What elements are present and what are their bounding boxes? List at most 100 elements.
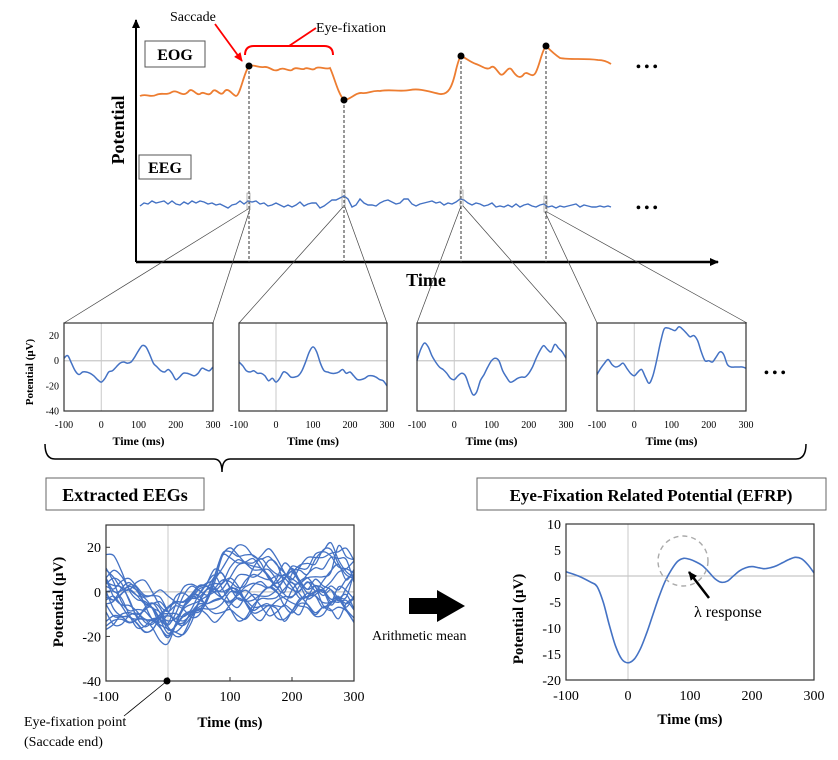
x-axis-label: Time (ms)	[112, 434, 164, 448]
epoch-window-3	[459, 189, 464, 207]
y-tick-label: -10	[542, 622, 561, 637]
x-tick-label: 200	[742, 689, 763, 704]
epoch-y-axis-label: Potential (μV)	[24, 338, 36, 405]
x-tick-label: -100	[93, 690, 119, 705]
x-tick-label: -100	[55, 420, 73, 431]
x-tick-label: 0	[274, 420, 279, 431]
efrp-chart: -100 0 100 200 300 10 5 0 -5 -10 -15 -20	[542, 518, 824, 704]
fixation-point-marker	[163, 677, 171, 685]
x-tick-label: 100	[680, 689, 701, 704]
extracted-title: Extracted EEGs	[62, 485, 188, 505]
epochs-ellipsis: • • •	[764, 366, 786, 381]
x-tick-label: 0	[99, 420, 104, 431]
x-tick-label: 200	[521, 420, 536, 431]
x-tick-label: 100	[131, 420, 146, 431]
x-tick-label: -100	[553, 689, 579, 704]
series-line-trial-16	[105, 557, 355, 630]
y-tick-label: 10	[547, 518, 561, 533]
x-axis-label: Time (ms)	[287, 434, 339, 448]
y-tick-label: -40	[46, 407, 59, 418]
series-line-epoch-4	[596, 326, 747, 385]
efrp-plot: -100 0 100 200 300 10 5 0 -5 -10 -15 -20	[542, 518, 824, 704]
efrp-x-axis-label: Time (ms)	[657, 712, 722, 728]
x-tick-label: 100	[664, 420, 679, 431]
lambda-arrow	[688, 571, 710, 599]
top-x-axis-label: Time	[406, 270, 446, 290]
series-line-trial-12	[105, 553, 355, 626]
extracted-title-box	[45, 477, 205, 511]
epoch-window-2	[341, 189, 346, 208]
arithmetic-mean-arrow-icon	[409, 590, 465, 622]
series-line-epoch-3	[416, 342, 567, 396]
y-tick-label: 20	[87, 541, 101, 556]
y-tick-label: -20	[82, 630, 101, 645]
x-tick-label: 300	[739, 420, 754, 431]
eog-label: EOG	[157, 47, 193, 64]
x-tick-label: -100	[230, 420, 248, 431]
eog-trace	[139, 44, 612, 101]
fixation-bracket	[244, 45, 334, 56]
fixation-arrow	[288, 27, 317, 47]
x-tick-label: 0	[452, 420, 457, 431]
saccade-label: Saccade	[170, 10, 216, 25]
series-line-trial-15	[105, 581, 355, 628]
series-line-trial-13	[105, 556, 355, 607]
x-tick-label: 200	[701, 420, 716, 431]
series-line-trial-17	[105, 585, 355, 634]
saccade-end-marker-1	[245, 62, 253, 70]
epoch-plot-4: -100 0 100 200 300 Time (ms)	[588, 322, 754, 448]
saccade-arrow	[214, 23, 243, 62]
zoom-connectors	[63, 205, 748, 324]
series-line-trial-11	[105, 547, 355, 633]
series-line-epoch-2	[238, 346, 388, 387]
y-tick-label: -20	[46, 381, 59, 392]
plot-frame	[596, 322, 747, 412]
x-tick-label: 300	[344, 690, 365, 705]
efrp-y-axis-label: Potential (μV)	[511, 574, 527, 665]
y-tick-label: -15	[542, 648, 561, 663]
x-tick-label: 200	[282, 690, 303, 705]
x-tick-label: 300	[559, 420, 574, 431]
x-tick-label: 200	[343, 420, 358, 431]
series-line-trial-10	[105, 581, 355, 636]
series-line-trial-20	[105, 588, 355, 627]
extracted-y-axis-label: Potential (μV)	[51, 557, 67, 648]
eog-label-box	[144, 40, 206, 68]
plot-frame	[416, 322, 567, 412]
top-y-axis-label: Potential	[108, 96, 128, 165]
eeg-label-box	[138, 154, 192, 180]
plot-frame	[238, 322, 388, 412]
saccade-end-marker-2	[340, 96, 348, 104]
plot-frame	[63, 322, 214, 412]
epoch-plot-3: -100 0 100 200 300 Time (ms)	[408, 322, 574, 448]
y-tick-label: 20	[49, 331, 59, 342]
lambda-annotation: λ response	[694, 604, 762, 621]
series-line-EFRP	[565, 556, 815, 664]
x-tick-label: 100	[220, 690, 241, 705]
saccade-end-marker-4	[542, 42, 550, 50]
y-tick-label: -20	[542, 674, 561, 689]
x-tick-label: 0	[625, 689, 632, 704]
efrp-title-box	[476, 477, 827, 511]
arithmetic-mean-label: Arithmetic mean	[372, 629, 466, 644]
fixation-point-label-1: Eye-fixation point	[24, 715, 126, 730]
lambda-highlight-circle	[657, 535, 709, 587]
series-line-trial-19	[105, 541, 355, 632]
y-tick-label: 5	[554, 544, 561, 559]
efrp-title: Eye-Fixation Related Potential (EFRP)	[510, 486, 793, 505]
x-tick-label: -100	[408, 420, 426, 431]
series-line-epoch-1	[63, 344, 214, 383]
eeg-ellipsis: • • •	[636, 201, 658, 216]
y-tick-label: 0	[94, 586, 101, 601]
y-tick-label: -40	[82, 675, 101, 690]
x-tick-label: 0	[165, 690, 172, 705]
x-axis-label: Time (ms)	[645, 434, 697, 448]
extracted-x-axis-label: Time (ms)	[197, 715, 262, 731]
top-panel: Potential Time EOG EEG Saccade Ey	[108, 10, 719, 290]
fixation-label: Eye-fixation	[316, 21, 386, 36]
series-line-trial-6	[105, 562, 355, 646]
